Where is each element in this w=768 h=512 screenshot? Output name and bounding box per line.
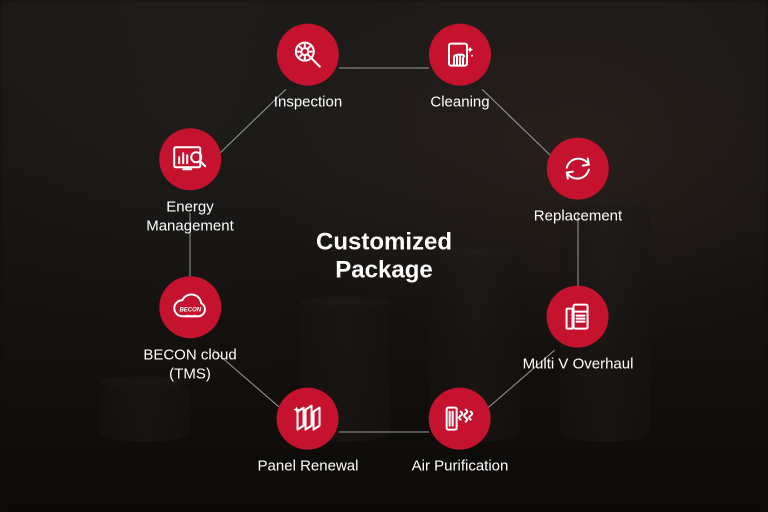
node-label: Replacement bbox=[534, 208, 622, 227]
cloud-becon-icon: BECON cloud bbox=[159, 276, 221, 338]
node-label: Cleaning bbox=[430, 94, 489, 113]
hand-sparkle-icon bbox=[429, 24, 491, 86]
node-multiv: Multi V Overhaul bbox=[523, 286, 634, 375]
air-waves-icon bbox=[429, 388, 491, 450]
center-title-line1: Customized bbox=[316, 228, 452, 256]
node-label: Air Purification bbox=[412, 458, 509, 477]
node-inspection: Inspection bbox=[274, 24, 342, 113]
node-label: Multi V Overhaul bbox=[523, 356, 634, 375]
magnifier-gear-icon bbox=[277, 24, 339, 86]
center-title-line2: Package bbox=[316, 256, 452, 284]
node-panelrenewal: Panel Renewal bbox=[258, 388, 359, 477]
node-airpurification: Air Purification bbox=[412, 388, 509, 477]
node-replacement: Replacement bbox=[534, 138, 622, 227]
node-energy: Energy Management bbox=[146, 128, 234, 236]
panels-icon bbox=[277, 388, 339, 450]
node-label: BECON cloud (TMS) bbox=[143, 346, 236, 384]
node-label: Energy Management bbox=[146, 198, 234, 236]
svg-text:cloud: cloud bbox=[185, 313, 196, 318]
chart-magnifier-icon bbox=[159, 128, 221, 190]
node-beconcloud: BECON cloud BECON cloud (TMS) bbox=[143, 276, 236, 384]
center-title: Customized Package bbox=[316, 228, 452, 283]
radial-diagram: Customized Package Inspection bbox=[0, 0, 768, 512]
cycle-arrows-icon bbox=[547, 138, 609, 200]
node-label: Panel Renewal bbox=[258, 458, 359, 477]
node-label: Inspection bbox=[274, 94, 342, 113]
unit-box-icon bbox=[547, 286, 609, 348]
node-cleaning: Cleaning bbox=[429, 24, 491, 113]
